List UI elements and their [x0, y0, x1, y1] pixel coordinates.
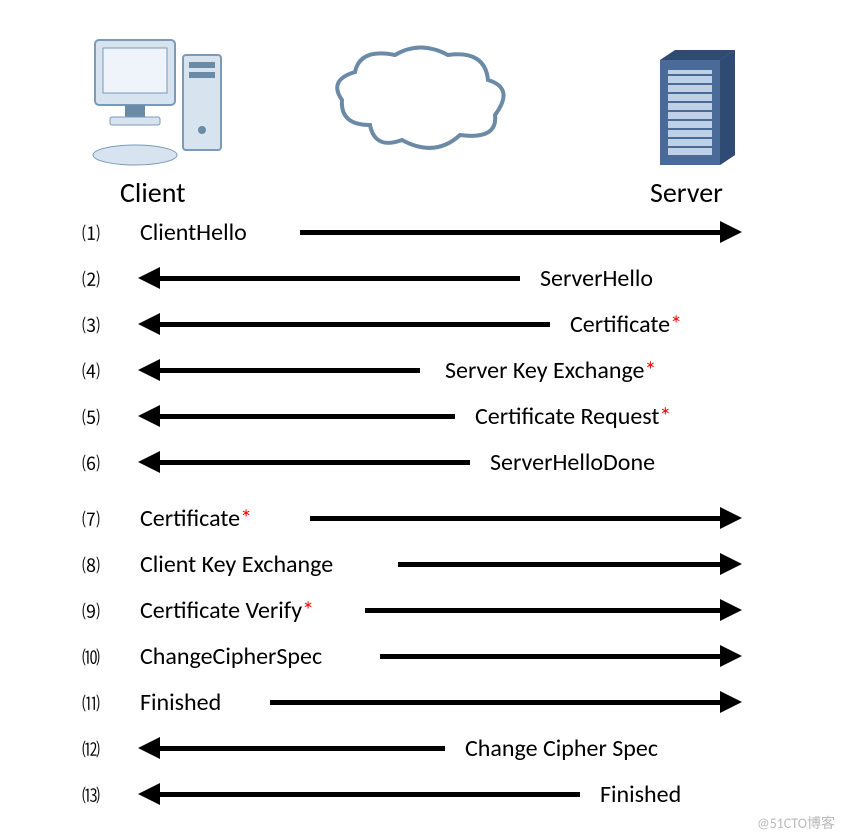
step-row: ⑿ Change Cipher Spec	[0, 726, 841, 772]
step-number: ⑺	[82, 506, 100, 532]
arrow-head-left-icon	[138, 737, 160, 759]
handshake-steps: ⑴ ClientHello ⑵ ServerHello ⑶ Certificate* ⑷ Se…	[0, 210, 841, 818]
arrow-left-icon	[158, 414, 455, 419]
optional-star-icon: *	[659, 402, 671, 431]
step-number: ⑹	[82, 450, 100, 476]
step-message: Client Key Exchange	[140, 550, 333, 579]
cloud-icon	[320, 40, 520, 170]
server-rack-icon	[640, 45, 750, 175]
step-message: ServerHello	[540, 264, 653, 293]
step-message: Certificate*	[570, 310, 682, 339]
step-row: ⑾ Finished	[0, 680, 841, 726]
step-message: Change Cipher Spec	[465, 734, 658, 763]
arrow-head-left-icon	[138, 405, 160, 427]
step-message: Server Key Exchange*	[445, 356, 656, 385]
arrow-head-right-icon	[720, 221, 742, 243]
step-row: ⑽ ChangeCipherSpec	[0, 634, 841, 680]
arrow-right-icon	[310, 516, 722, 521]
step-row: ⑷ Server Key Exchange*	[0, 348, 841, 394]
step-number: ⒀	[82, 782, 100, 808]
arrow-head-right-icon	[720, 645, 742, 667]
arrow-head-left-icon	[138, 359, 160, 381]
watermark-text: @51CTO博客	[757, 813, 835, 833]
optional-star-icon: *	[645, 356, 657, 385]
arrow-head-right-icon	[720, 691, 742, 713]
arrow-right-icon	[270, 700, 722, 705]
arrow-left-icon	[158, 276, 520, 281]
step-number: ⑷	[82, 358, 100, 384]
step-number: ⑽	[82, 644, 100, 670]
arrow-right-icon	[380, 654, 722, 659]
step-row: ⑶ Certificate*	[0, 302, 841, 348]
arrow-head-right-icon	[720, 553, 742, 575]
step-row: ⒀ Finished	[0, 772, 841, 818]
step-number: ⑿	[82, 736, 100, 762]
step-row: ⑺ Certificate*	[0, 496, 841, 542]
step-message: Certificate*	[140, 504, 252, 533]
arrow-right-icon	[300, 230, 722, 235]
arrow-right-icon	[398, 562, 722, 567]
arrow-head-left-icon	[138, 313, 160, 335]
arrow-left-icon	[158, 368, 420, 373]
step-message: ChangeCipherSpec	[140, 642, 322, 671]
step-message: Finished	[600, 780, 681, 809]
step-row: ⑻ Client Key Exchange	[0, 542, 841, 588]
step-row: ⑸ Certificate Request*	[0, 394, 841, 440]
diagram-header: Client Server	[0, 0, 841, 170]
step-number: ⑼	[82, 598, 100, 624]
arrow-head-left-icon	[138, 783, 160, 805]
step-number: ⑵	[82, 266, 100, 292]
arrow-head-right-icon	[720, 507, 742, 529]
arrow-head-left-icon	[138, 267, 160, 289]
server-label: Server	[650, 175, 723, 210]
arrow-head-right-icon	[720, 599, 742, 621]
arrow-right-icon	[365, 608, 722, 613]
step-number: ⑸	[82, 404, 100, 430]
arrow-left-icon	[158, 322, 550, 327]
optional-star-icon: *	[240, 504, 252, 533]
arrow-left-icon	[158, 792, 580, 797]
step-message: ServerHelloDone	[490, 448, 655, 477]
step-row: ⑴ ClientHello	[0, 210, 841, 256]
step-row: ⑹ ServerHelloDone	[0, 440, 841, 486]
optional-star-icon: *	[670, 310, 682, 339]
step-row: ⑵ ServerHello	[0, 256, 841, 302]
arrow-head-left-icon	[138, 451, 160, 473]
arrow-left-icon	[158, 460, 470, 465]
step-number: ⑾	[82, 690, 100, 716]
step-message: ClientHello	[140, 218, 247, 247]
step-number: ⑴	[82, 220, 100, 246]
client-computer-icon	[85, 30, 235, 170]
step-message: Certificate Verify*	[140, 596, 314, 625]
client-label: Client	[120, 175, 186, 210]
step-number: ⑶	[82, 312, 100, 338]
step-row: ⑼ Certificate Verify*	[0, 588, 841, 634]
optional-star-icon: *	[302, 596, 314, 625]
step-message: Certificate Request*	[475, 402, 671, 431]
step-message: Finished	[140, 688, 221, 717]
step-number: ⑻	[82, 552, 100, 578]
arrow-left-icon	[158, 746, 445, 751]
